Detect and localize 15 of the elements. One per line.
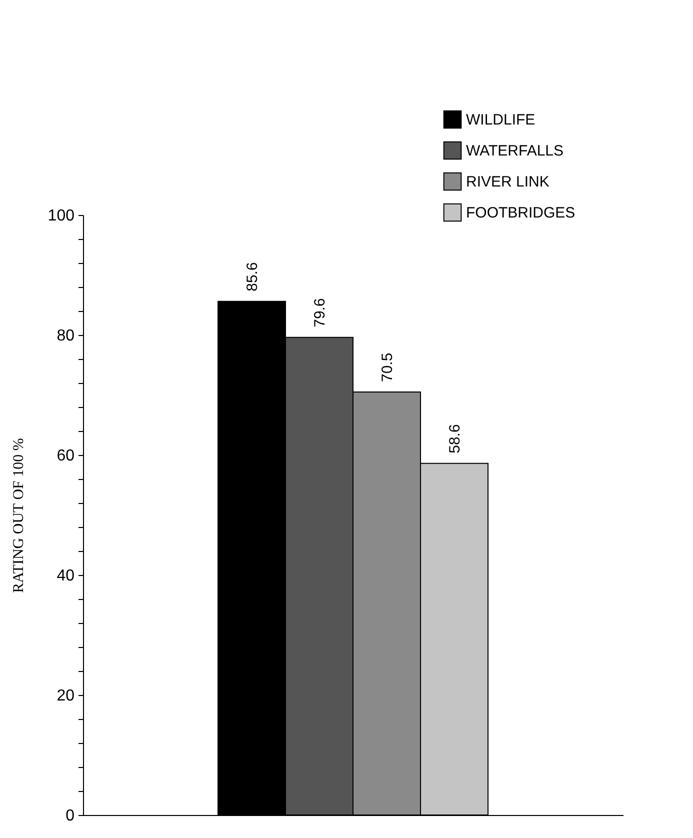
legend-label: RIVER LINK	[466, 174, 550, 190]
data-label: 79.6	[311, 298, 328, 328]
y-tick-label: 20	[56, 688, 75, 704]
y-axis-title: RATING OUT OF 100 %	[10, 438, 27, 593]
y-tick-label: 0	[66, 808, 75, 824]
legend-label: WATERFALLS	[466, 142, 564, 160]
data-label: 70.5	[378, 352, 396, 382]
data-label: 85.6	[244, 262, 261, 292]
y-tick-label: 100	[48, 208, 75, 224]
y-tick-label: 40	[56, 568, 75, 584]
y-tick-label: 80	[56, 328, 75, 344]
legend-label: WILDLIFE	[466, 112, 536, 128]
y-tick-label: 60	[56, 448, 75, 464]
legend-label: FOOTBRIDGES	[466, 204, 576, 222]
data-label: 58.6	[446, 424, 464, 454]
